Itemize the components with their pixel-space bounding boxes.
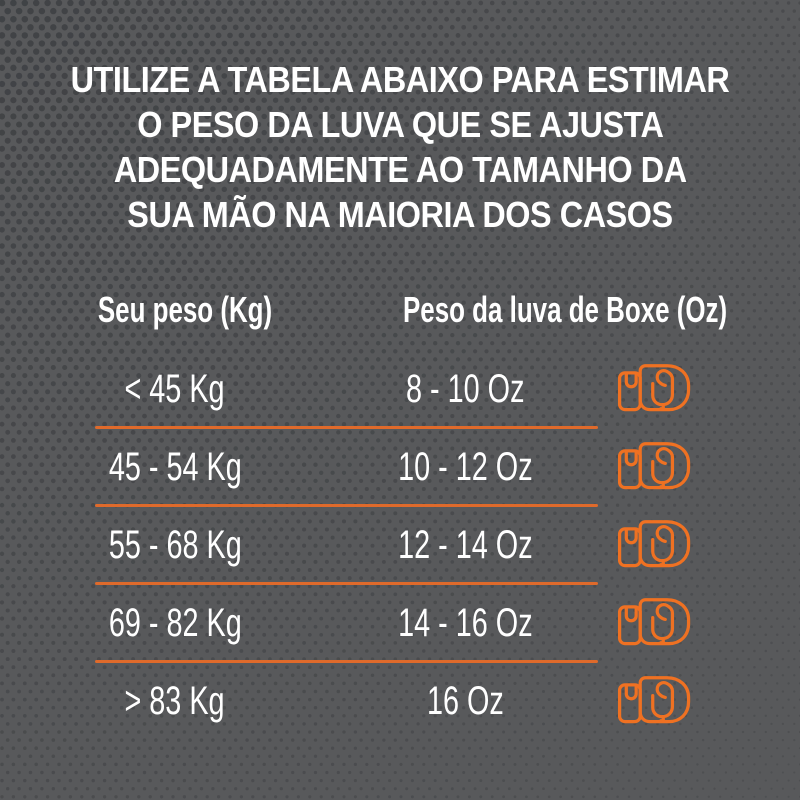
glove-oz-value: 14 - 16 Oz bbox=[397, 600, 533, 645]
weight-value: 55 - 68 Kg bbox=[108, 522, 242, 567]
table-row: 69 - 82 Kg 14 - 16 Oz bbox=[0, 584, 800, 662]
table-row: 55 - 68 Kg 12 - 14 Oz bbox=[0, 506, 800, 584]
title-line-1: UTILIZE A TABELA ABAIXO PARA ESTIMAR bbox=[70, 59, 730, 100]
weight-value: > 83 Kg bbox=[124, 678, 226, 723]
glove-oz-value: 12 - 14 Oz bbox=[397, 522, 533, 567]
glove-oz-value: 16 Oz bbox=[426, 678, 504, 723]
column-header-glove-weight: Peso da luva de Boxe (Oz) bbox=[403, 289, 728, 330]
title-line-4: SUA MÃO NA MAIORIA DOS CASOS bbox=[127, 194, 673, 235]
title-line-2: O PESO DA LUVA QUE SE AJUSTA bbox=[136, 104, 664, 145]
table-row: 45 - 54 Kg 10 - 12 Oz bbox=[0, 428, 800, 506]
table-header-row: Seu peso (Kg) Peso da luva de Boxe (Oz) bbox=[0, 287, 800, 333]
row-divider bbox=[95, 582, 598, 585]
size-table: < 45 Kg 8 - 10 Oz 45 - 54 Kg 10 - 12 Oz … bbox=[0, 350, 800, 746]
boxing-glove-icon bbox=[617, 520, 691, 568]
row-divider bbox=[95, 504, 598, 507]
glove-oz-value: 8 - 10 Oz bbox=[405, 366, 525, 411]
weight-value: 45 - 54 Kg bbox=[108, 444, 242, 489]
weight-value: < 45 Kg bbox=[124, 366, 226, 411]
page-title: UTILIZE A TABELA ABAIXO PARA ESTIMAR O P… bbox=[0, 57, 800, 237]
column-header-weight: Seu peso (Kg) bbox=[97, 289, 273, 330]
boxing-glove-icon bbox=[617, 364, 691, 412]
table-row: > 83 Kg 16 Oz bbox=[0, 662, 800, 740]
glove-oz-value: 10 - 12 Oz bbox=[397, 444, 533, 489]
weight-value: 69 - 82 Kg bbox=[108, 600, 242, 645]
title-line-3: ADEQUADAMENTE AO TAMANHO DA bbox=[113, 149, 687, 190]
boxing-glove-icon bbox=[617, 676, 691, 724]
boxing-glove-icon bbox=[617, 598, 691, 646]
row-divider bbox=[95, 426, 598, 429]
row-divider bbox=[95, 660, 598, 663]
table-row: < 45 Kg 8 - 10 Oz bbox=[0, 350, 800, 428]
boxing-glove-icon bbox=[617, 442, 691, 490]
